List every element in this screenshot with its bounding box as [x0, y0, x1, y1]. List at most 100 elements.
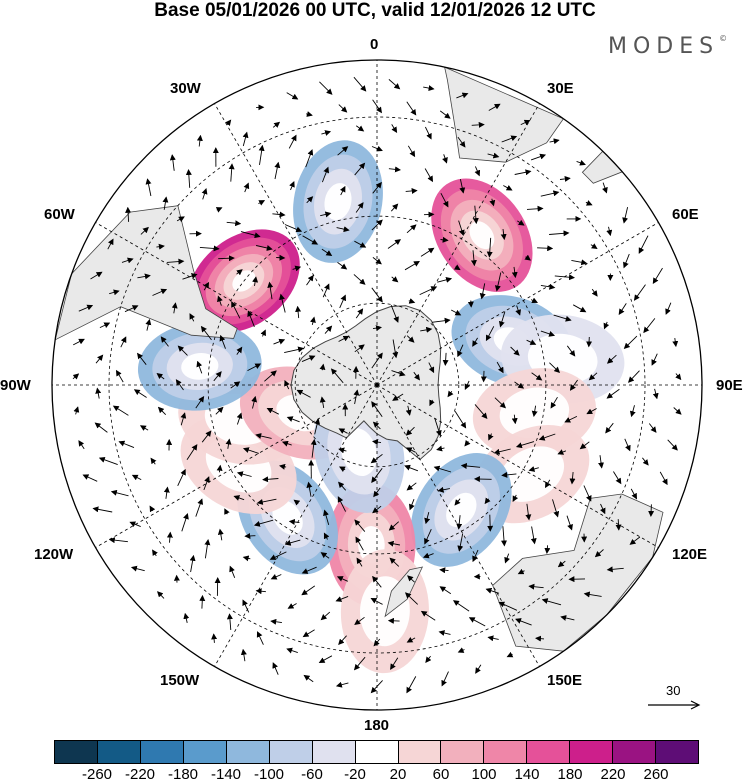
wind-vector	[242, 447, 259, 454]
wind-vector	[137, 273, 151, 280]
wind-vector	[642, 457, 649, 466]
wind-vector	[247, 310, 255, 327]
wind-vector	[338, 428, 348, 434]
lon-label-30e: 30E	[547, 80, 574, 97]
wind-vector	[306, 274, 314, 286]
wind-vector	[335, 681, 349, 688]
wind-vector	[420, 247, 435, 257]
wind-vector	[195, 395, 205, 409]
map-title: Base 05/01/2026 00 UTC, valid 12/01/2026…	[154, 0, 596, 21]
wind-vector	[525, 503, 532, 521]
wind-vector	[310, 316, 316, 326]
wind-vector	[599, 503, 606, 515]
wind-vector	[387, 617, 400, 624]
wind-vector	[353, 76, 367, 92]
wind-vector	[406, 676, 417, 694]
wind-vector	[588, 372, 598, 381]
lon-label-90w: 90W	[0, 377, 31, 394]
wind-vector	[284, 346, 305, 354]
wind-vector	[408, 298, 416, 304]
wind-vector	[458, 220, 465, 237]
wind-vector	[515, 305, 522, 316]
wind-vector	[442, 352, 449, 366]
wind-vector	[553, 314, 572, 322]
colorbar-swatch	[398, 741, 442, 763]
wind-vector	[372, 439, 382, 446]
wind-vector	[586, 336, 593, 348]
wind-vector	[371, 145, 383, 152]
africa	[444, 66, 565, 163]
wind-vector	[252, 276, 259, 286]
meridian	[376, 103, 540, 386]
wind-vector	[439, 110, 451, 119]
wind-vector	[605, 422, 614, 434]
wind-vector	[615, 519, 622, 531]
wind-vector	[372, 421, 381, 430]
wind-vector	[487, 152, 500, 159]
wind-vector	[279, 293, 286, 313]
wind-vector	[549, 138, 560, 145]
wind-vector	[319, 81, 333, 95]
wind-vector	[136, 352, 147, 365]
wind-vector	[215, 207, 223, 213]
wind-vector	[373, 487, 381, 498]
wind-vector	[540, 190, 560, 197]
wind-vector	[598, 455, 604, 469]
wind-vector	[242, 599, 250, 613]
anomaly-contour	[341, 428, 377, 476]
colorbar-swatch	[613, 741, 657, 763]
wind-vector	[504, 553, 510, 564]
colorbar-swatch	[484, 741, 528, 763]
wind-vector	[286, 416, 300, 423]
wind-vector	[253, 519, 274, 527]
wind-vector	[569, 472, 576, 485]
wind-vector	[355, 308, 364, 319]
wind-vector	[406, 637, 416, 643]
wind-vector	[526, 205, 544, 212]
wind-vector	[457, 533, 464, 552]
wind-vector	[503, 184, 513, 191]
wind-vector	[258, 200, 266, 206]
reference-vector-label: 30	[666, 683, 681, 698]
wind-vector	[498, 311, 506, 328]
wind-vector	[538, 433, 556, 441]
wind-vector	[667, 439, 678, 451]
wind-vector	[372, 325, 382, 332]
land-layer	[54, 66, 664, 652]
wind-vector	[203, 476, 210, 491]
wind-vector	[236, 471, 252, 477]
wind-vector	[419, 286, 438, 296]
wind-vector	[530, 297, 539, 304]
wind-vector	[115, 369, 124, 383]
wind-vector	[672, 338, 679, 348]
wind-vector	[515, 618, 532, 626]
wind-vector	[447, 390, 454, 398]
wind-vector	[355, 202, 364, 213]
wind-vector	[485, 587, 500, 594]
colorbar-tick-label: -100	[253, 766, 285, 783]
wind-vector	[118, 440, 135, 449]
wind-vector	[177, 345, 188, 356]
wind-vector	[606, 388, 620, 399]
lat-circle	[108, 116, 646, 654]
wind-vector	[549, 362, 561, 373]
wind-vector	[323, 532, 330, 540]
wind-vector	[152, 288, 168, 296]
lon-label-60e: 60E	[672, 206, 699, 223]
wind-vector	[274, 161, 281, 180]
polar-map	[51, 59, 703, 711]
wind-vector	[424, 126, 432, 140]
wind-vector	[489, 198, 496, 207]
wind-vector	[236, 346, 243, 355]
wind-vector	[388, 521, 400, 531]
wind-vector	[479, 283, 486, 300]
wind-vector	[260, 329, 266, 337]
wind-vector	[494, 272, 502, 292]
wind-vector	[230, 381, 241, 389]
wind-vector	[579, 441, 590, 450]
wind-vector	[321, 248, 333, 257]
wind-vector	[433, 465, 452, 473]
wind-vector	[456, 92, 469, 99]
lon-label-150e: 150E	[547, 672, 583, 689]
wind-vector	[510, 346, 520, 356]
